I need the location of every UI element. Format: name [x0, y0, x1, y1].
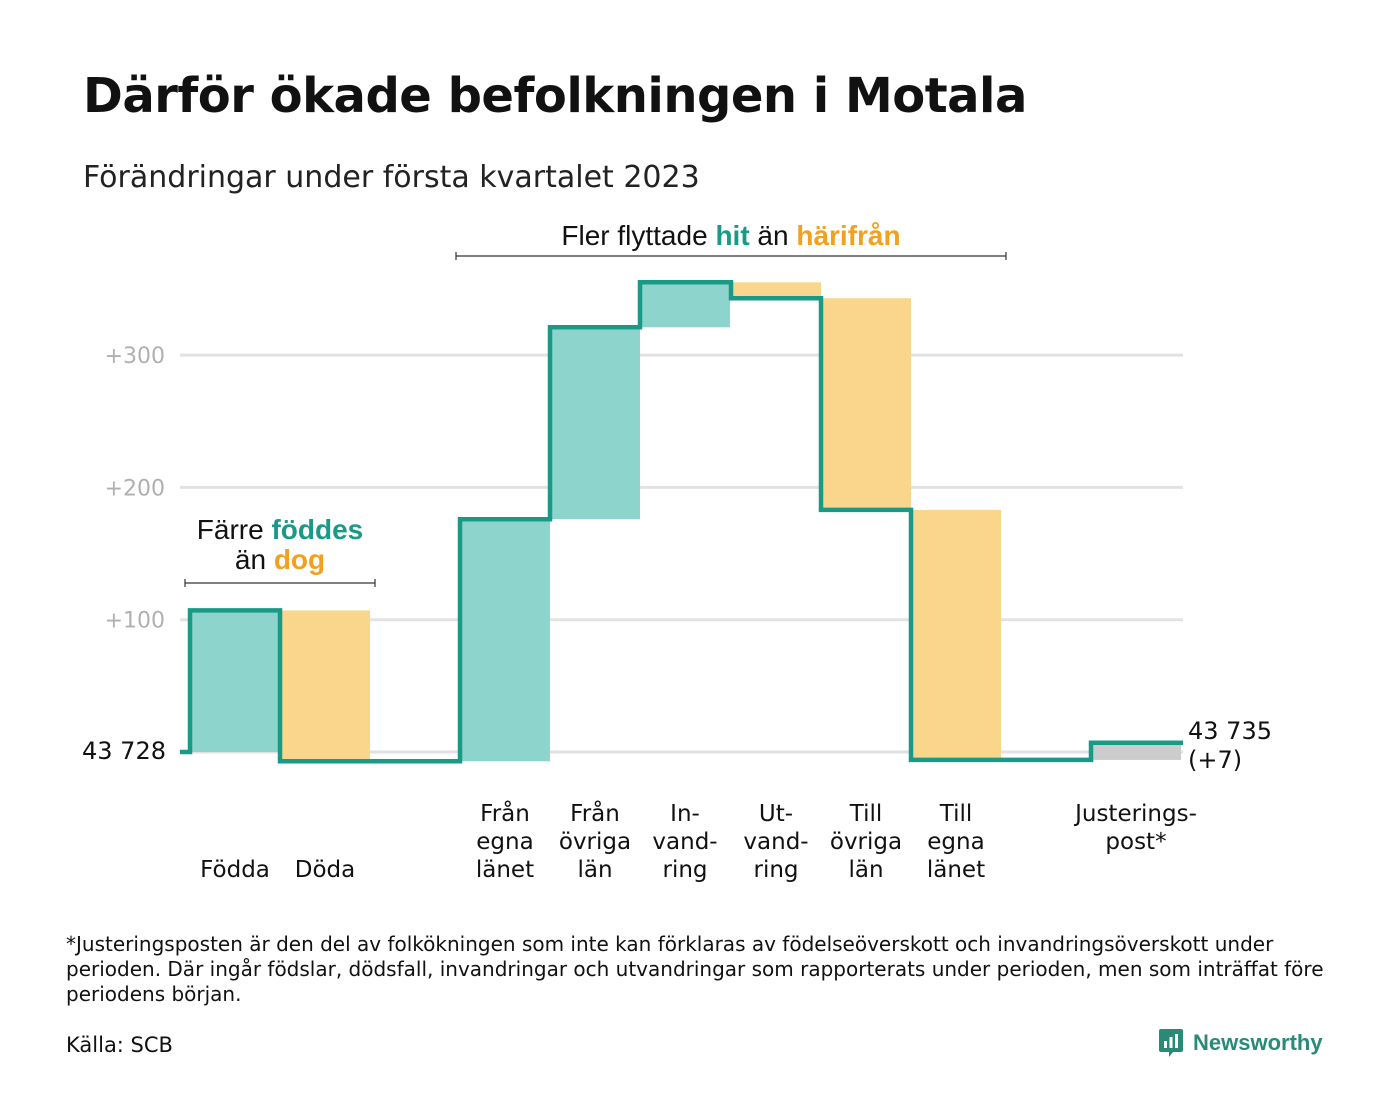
y-tick-label: +200 — [105, 476, 165, 501]
svg-text:än dog: än dog — [235, 544, 325, 575]
migration-annotation: Fler flyttade hit än härifrån — [455, 220, 1007, 260]
bar-increase — [550, 327, 640, 520]
source-label: Källa: SCB — [66, 1033, 173, 1057]
chart-title: Därför ökade befolkningen i Motala — [83, 68, 1027, 124]
migration-annotation-middle: än — [750, 220, 797, 251]
end-change-label: (+7) — [1188, 746, 1242, 774]
bar-increase — [460, 519, 550, 762]
category-label: Till — [939, 801, 973, 827]
cumulative-line — [180, 280, 1183, 764]
bar-decrease — [280, 610, 370, 762]
bar-increase — [190, 610, 280, 752]
bar-adjustment — [1091, 742, 1181, 760]
category-label: länet — [927, 857, 985, 883]
category-labels: Födda DödaFrånegnalänetFrånövrigalänIn-va… — [200, 799, 1197, 883]
births-annotation-highlight2: dog — [274, 544, 325, 575]
births-annotation-middle: än — [235, 544, 274, 575]
category-label: övriga — [830, 829, 902, 855]
migration-annotation-highlight2: härifrån — [796, 220, 900, 251]
category-label: post* — [1105, 829, 1166, 855]
category-label: Till — [849, 801, 883, 827]
footnote: *Justeringsposten är den del av folkökni… — [66, 932, 1324, 1006]
births-annotation-prefix: Färre — [197, 514, 272, 545]
births-annotation: Färre föddes än dog — [184, 514, 376, 587]
bar-decrease — [821, 298, 911, 510]
category-label: län — [577, 857, 612, 883]
category-label: länet — [476, 857, 534, 883]
category-label: vand- — [743, 829, 808, 855]
category-label: Ut- — [759, 801, 793, 827]
category-label: egna — [927, 829, 984, 855]
category-label: Justerings- — [1073, 801, 1197, 827]
migration-annotation-prefix: Fler flyttade — [561, 220, 715, 251]
category-label: Döda — [295, 857, 355, 883]
svg-text:Färre föddes: Färre föddes — [197, 514, 363, 545]
category-label: Från — [480, 799, 530, 827]
end-value-label: 43 735 — [1188, 717, 1272, 745]
chart-subtitle: Förändringar under första kvartalet 2023 — [83, 160, 700, 195]
category-label: In- — [670, 801, 700, 827]
y-tick-label: +100 — [105, 609, 165, 634]
bars — [190, 282, 1181, 762]
waterfall-chart: +100+200+300 Födda DödaFrånegnalänetFrånö… — [82, 220, 1272, 883]
cumulative-step-line — [180, 280, 1183, 764]
category-label: ring — [662, 857, 707, 883]
y-tick-label: +300 — [105, 344, 165, 369]
category-label: egna — [476, 829, 533, 855]
migration-annotation-highlight: hit — [715, 220, 749, 251]
y-axis-ticks: +100 +200 +300 — [105, 344, 165, 634]
start-value-label: 43 728 — [82, 737, 166, 765]
brand-logo: Newsworthy — [1158, 1028, 1323, 1058]
bar-decrease — [731, 282, 821, 299]
births-annotation-highlight: föddes — [271, 514, 363, 545]
bar-increase — [640, 282, 730, 328]
bar-decrease — [911, 509, 1001, 760]
category-label: ring — [753, 857, 798, 883]
category-label: vand- — [652, 829, 717, 855]
category-label: Från — [570, 799, 620, 827]
newsworthy-icon — [1159, 1029, 1183, 1057]
category-label: län — [848, 857, 883, 883]
category-label: övriga — [559, 829, 631, 855]
category-label: Födda — [200, 857, 270, 883]
svg-text:Fler flyttade hit än härifrån: Fler flyttade hit än härifrån — [561, 220, 900, 251]
brand-name: Newsworthy — [1193, 1030, 1323, 1055]
